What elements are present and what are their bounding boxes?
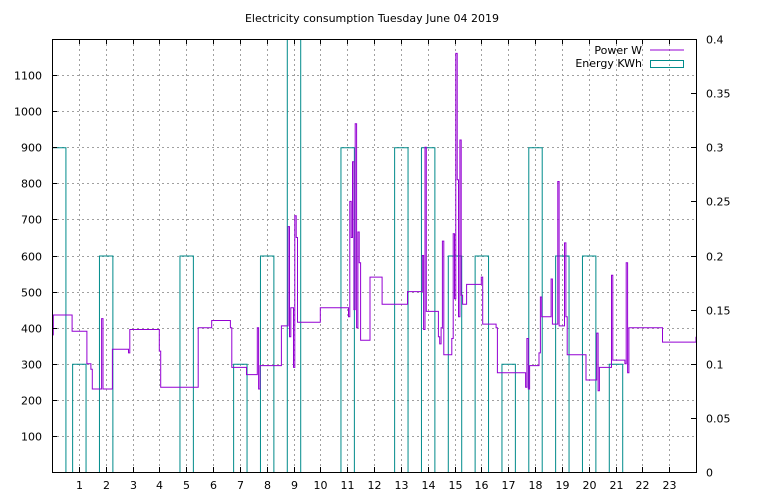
- y-tick-label: 1000: [14, 106, 42, 119]
- y2-tick-label: 0.3: [706, 142, 724, 155]
- x-tick-label: 22: [636, 479, 650, 492]
- x-tick-label: 20: [583, 479, 597, 492]
- y-tick-label: 100: [21, 431, 42, 444]
- x-tick-label: 14: [422, 479, 436, 492]
- legend-label-power: Power W: [594, 44, 642, 57]
- x-tick-label: 21: [610, 479, 624, 492]
- x-tick-label: 11: [341, 479, 355, 492]
- y-tick-label: 400: [21, 323, 42, 336]
- legend-swatch-energy: [650, 60, 684, 68]
- power-series-line: [52, 52, 697, 392]
- x-tick-label: 3: [130, 479, 137, 492]
- y-tick-label: 200: [21, 395, 42, 408]
- ticks: 1 2 3 4 5 6 7 8 9 10 11 12 13 14 15 16 17 18 19 20 21 22 23100…: [14, 34, 731, 493]
- y2-tick-label: 0: [706, 467, 713, 480]
- grid: [52, 39, 696, 472]
- y-tick-label: 800: [21, 178, 42, 191]
- legend-label-energy: Energy KWh: [575, 57, 642, 70]
- y2-tick-label: 0.35: [706, 88, 731, 101]
- y2-tick-label: 0.4: [706, 34, 724, 47]
- x-tick-label: 2: [103, 479, 110, 492]
- x-tick-label: 9: [291, 479, 298, 492]
- y2-tick-label: 0.15: [706, 305, 731, 318]
- y-tick-label: 300: [21, 359, 42, 372]
- y2-tick-label: 0.1: [706, 359, 724, 372]
- x-tick-label: 12: [368, 479, 382, 492]
- legend: Power W Energy KWh: [575, 44, 684, 70]
- y-tick-label: 700: [21, 214, 42, 227]
- y2-tick-label: 0.2: [706, 251, 724, 264]
- x-tick-label: 18: [529, 479, 543, 492]
- x-tick-label: 19: [556, 479, 570, 492]
- energy-bar-0: [52, 147, 67, 473]
- x-tick-label: 23: [663, 479, 677, 492]
- y-tick-label: 1100: [14, 70, 42, 83]
- power-line: [52, 52, 697, 392]
- x-tick-label: 16: [475, 479, 489, 492]
- x-tick-label: 7: [237, 479, 244, 492]
- x-tick-label: 10: [314, 479, 328, 492]
- chart-title: Electricity consumption Tuesday June 04 …: [245, 12, 499, 25]
- x-tick-label: 17: [502, 479, 516, 492]
- y-tick-label: 900: [21, 142, 42, 155]
- y2-tick-label: 0.05: [706, 413, 731, 426]
- x-tick-label: 5: [183, 479, 190, 492]
- x-tick-label: 8: [264, 479, 271, 492]
- y-tick-label: 500: [21, 287, 42, 300]
- x-tick-label: 15: [449, 479, 463, 492]
- x-tick-label: 4: [156, 479, 163, 492]
- y2-tick-label: 0.25: [706, 196, 731, 209]
- y-tick-label: 600: [21, 251, 42, 264]
- x-tick-label: 1: [76, 479, 83, 492]
- x-tick-label: 6: [210, 479, 217, 492]
- x-tick-label: 13: [395, 479, 409, 492]
